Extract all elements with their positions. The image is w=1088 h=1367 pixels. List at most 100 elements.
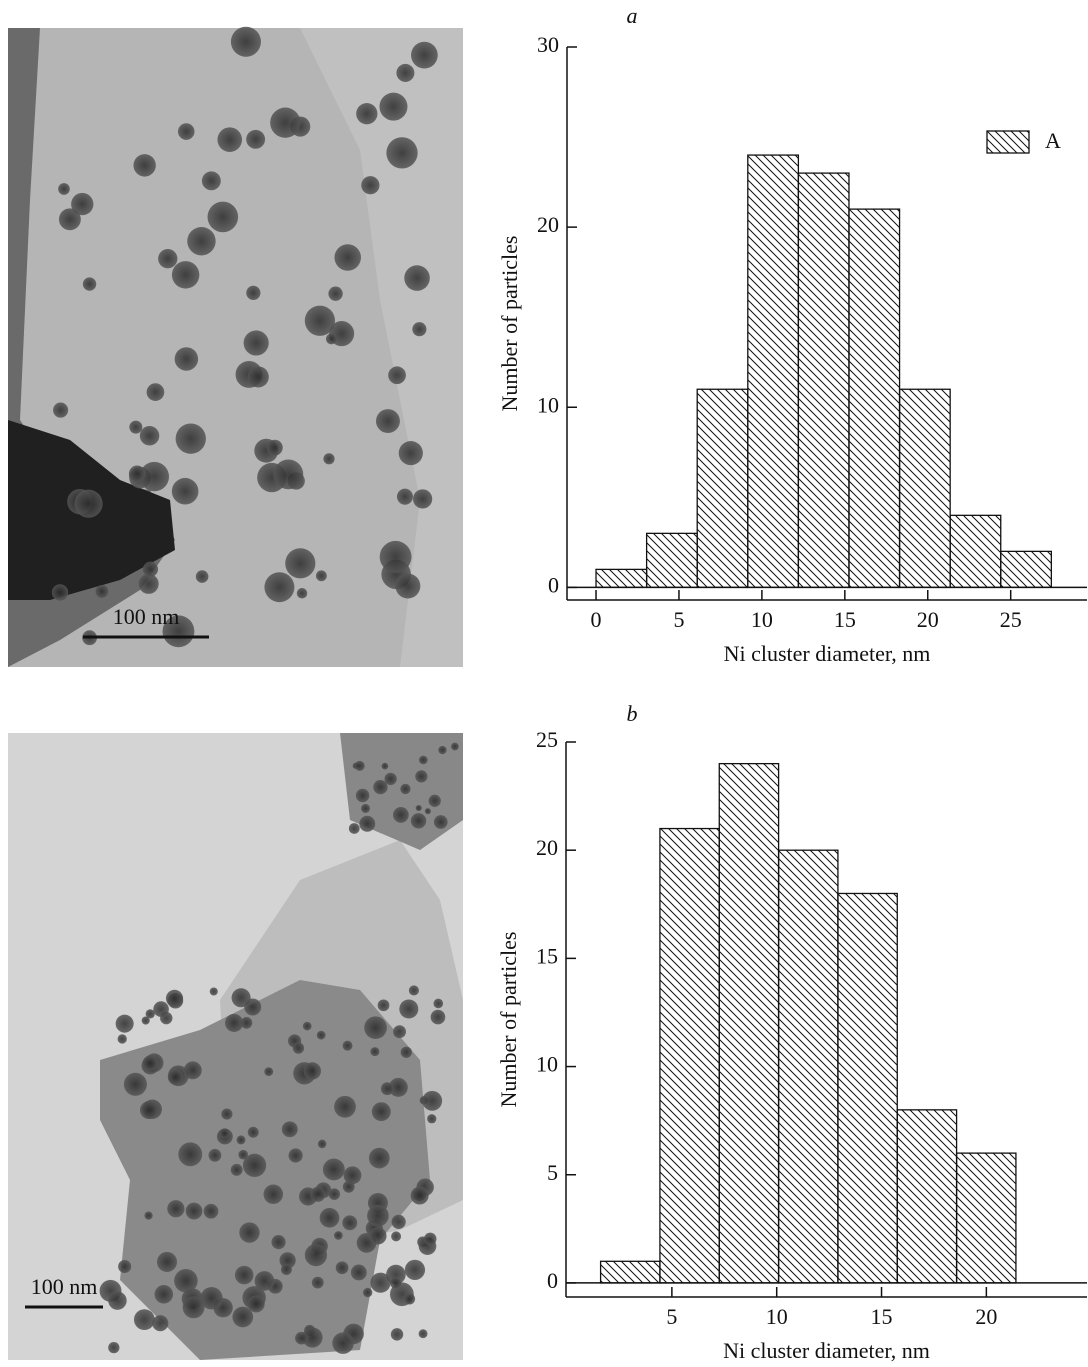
particle [171, 477, 199, 505]
particle [175, 423, 206, 454]
particle [51, 584, 69, 601]
particle [424, 808, 431, 815]
panel-label: a [627, 3, 638, 28]
particle [430, 1009, 446, 1025]
particle [379, 92, 408, 121]
particle [398, 441, 423, 466]
bar [645, 532, 698, 589]
y-tick-label: 15 [536, 943, 558, 968]
bar [896, 1109, 958, 1284]
particle [328, 286, 343, 301]
particle [354, 760, 365, 771]
particle [156, 1251, 178, 1272]
bar [595, 568, 648, 589]
y-axis-label: Number of particles [496, 932, 521, 1108]
legend-label: A [1045, 128, 1061, 153]
particle [304, 305, 336, 336]
tem-image [8, 26, 463, 667]
particle [311, 1276, 324, 1289]
bar [718, 762, 780, 1284]
particle [369, 1227, 387, 1245]
particle [334, 1095, 356, 1118]
particle [393, 1025, 406, 1039]
particle [270, 107, 301, 138]
particle [389, 1277, 402, 1289]
particle [380, 1082, 394, 1096]
y-tick-label: 25 [536, 727, 558, 752]
particle [142, 1055, 158, 1071]
particle [146, 383, 165, 401]
particle [58, 183, 70, 195]
particle [343, 1166, 362, 1185]
particle [399, 999, 419, 1019]
particle [396, 488, 413, 505]
particle [254, 1271, 275, 1291]
particle [418, 1329, 428, 1339]
particle [342, 1040, 353, 1051]
particle [408, 985, 419, 996]
particle [208, 1148, 222, 1162]
x-tick-label: 10 [766, 1304, 788, 1329]
particle [154, 1285, 174, 1304]
particle [165, 989, 184, 1008]
particle [264, 1067, 274, 1077]
particle [315, 570, 327, 582]
bar [599, 1260, 661, 1284]
particle [139, 426, 160, 446]
particle [288, 1148, 303, 1163]
particle [279, 1252, 296, 1269]
particle [296, 588, 308, 599]
particle [304, 1243, 328, 1267]
particle [373, 779, 388, 795]
particle [400, 1046, 412, 1058]
bar [797, 172, 850, 589]
particle [415, 804, 422, 812]
y-tick-label: 0 [547, 1268, 558, 1293]
particle [390, 1328, 404, 1341]
particle [281, 1121, 298, 1138]
particle [392, 807, 409, 823]
y-tick-label: 30 [537, 32, 559, 57]
particle [322, 1158, 345, 1181]
particle [388, 1077, 408, 1097]
particle [123, 1072, 147, 1096]
particle [177, 123, 195, 140]
particle [71, 192, 94, 216]
particle [240, 1017, 253, 1029]
particle [239, 1222, 260, 1243]
bar [837, 892, 898, 1284]
particle [335, 1261, 349, 1275]
bar [1000, 550, 1052, 589]
particle [128, 465, 146, 482]
particle [234, 1265, 254, 1285]
particle [451, 742, 459, 751]
particle [171, 261, 200, 289]
particle [386, 137, 418, 169]
particle [141, 1016, 150, 1025]
particle [247, 366, 269, 388]
particle [118, 1259, 132, 1274]
particle [292, 1042, 305, 1054]
particle [400, 783, 411, 795]
particle [381, 762, 389, 770]
particle [410, 41, 438, 69]
particle [195, 570, 209, 583]
particle [246, 129, 266, 149]
bar [747, 154, 800, 589]
bar [777, 849, 839, 1284]
bar [696, 388, 749, 589]
particle [115, 1014, 134, 1033]
particle [302, 1021, 312, 1031]
particle [350, 1264, 367, 1281]
y-tick-label: 20 [537, 212, 559, 237]
particle [167, 1069, 183, 1085]
particle [221, 1108, 233, 1120]
particle [396, 63, 415, 82]
particle [232, 1306, 254, 1328]
particle [158, 249, 178, 269]
x-tick-label: 20 [975, 1304, 997, 1329]
particle [217, 127, 243, 152]
particle [117, 1034, 127, 1044]
particle [139, 1100, 159, 1120]
particle [377, 999, 390, 1012]
